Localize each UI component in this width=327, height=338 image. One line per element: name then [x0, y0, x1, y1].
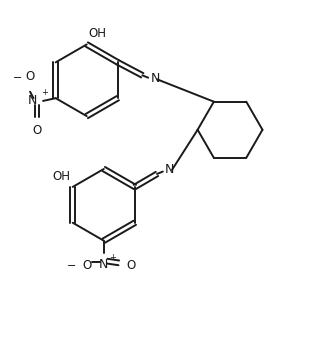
Text: −: − [67, 261, 77, 271]
Text: N: N [27, 94, 37, 107]
Text: O: O [26, 70, 35, 83]
Text: O: O [32, 124, 42, 137]
Text: N: N [150, 72, 160, 85]
Text: +: + [41, 88, 47, 97]
Text: N: N [99, 258, 109, 271]
Text: OH: OH [88, 27, 106, 40]
Text: O: O [83, 259, 92, 272]
Text: O: O [127, 259, 136, 272]
Text: N: N [165, 163, 175, 176]
Text: −: − [13, 73, 22, 83]
Text: +: + [109, 253, 116, 262]
Text: OH: OH [52, 170, 70, 183]
